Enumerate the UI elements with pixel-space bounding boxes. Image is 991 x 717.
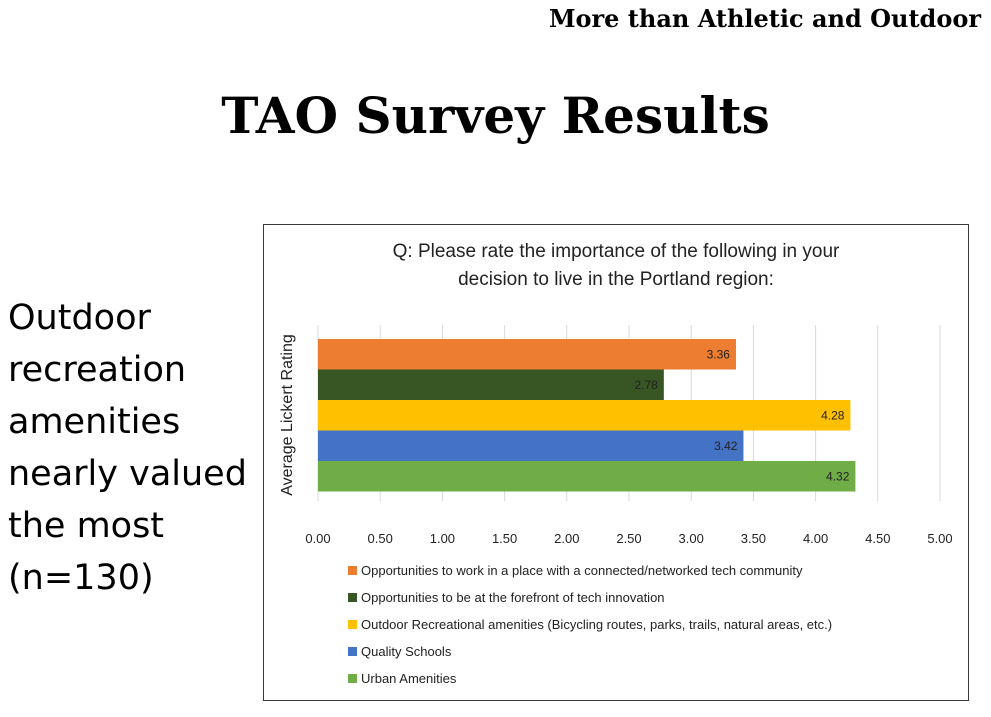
chart-title-line-1: Q: Please rate the importance of the fol…	[393, 241, 840, 262]
legend-swatch	[348, 566, 357, 575]
bar	[318, 339, 736, 370]
x-tick-label: 1.50	[492, 531, 517, 546]
x-tick-label: 5.00	[927, 531, 952, 546]
y-axis-label: Average Lickert Rating	[279, 334, 296, 496]
legend-label: Opportunities to be at the forefront of …	[361, 590, 665, 605]
data-label: 3.42	[714, 439, 738, 453]
side-text-line: Outdoor	[8, 298, 151, 338]
legend-label: Urban Amenities	[361, 671, 457, 686]
legend-label: Quality Schools	[361, 644, 452, 659]
legend-label: Outdoor Recreational amenities (Bicyclin…	[361, 617, 832, 632]
legend-swatch	[348, 674, 357, 683]
data-label: 3.36	[707, 347, 731, 361]
side-text-line: (n=130)	[8, 558, 154, 598]
x-tick-label: 0.50	[368, 531, 393, 546]
x-tick-label: 4.50	[865, 531, 890, 546]
side-text-line: recreation	[8, 350, 187, 390]
data-label: 2.78	[634, 378, 658, 392]
slide-title: TAO Survey Results	[221, 86, 770, 145]
legend-label: Opportunities to work in a place with a …	[361, 563, 803, 578]
bar-chart: Q: Please rate the importance of the fol…	[279, 241, 953, 686]
side-text-line: the most	[8, 506, 165, 546]
x-tick-label: 2.00	[554, 531, 579, 546]
bars-layer: 3.36 2.78 4.28 3.42 4.32	[318, 339, 856, 492]
x-tick-label: 0.00	[305, 531, 330, 546]
side-text: Outdoor recreation amenities nearly valu…	[8, 292, 256, 604]
side-text-line: amenities	[8, 402, 181, 442]
x-tick-label: 4.00	[803, 531, 828, 546]
x-tick-label: 1.00	[430, 531, 455, 546]
x-tick-label: 3.00	[679, 531, 704, 546]
legend-swatch	[348, 647, 357, 656]
legend-swatch	[348, 620, 357, 629]
side-text-line: nearly valued	[8, 454, 247, 494]
x-tick-label: 2.50	[616, 531, 641, 546]
bar	[318, 430, 744, 461]
bar	[318, 461, 856, 492]
slide-tagline: More than Athletic and Outdoor	[548, 4, 981, 33]
x-ticks-layer: 0.00 0.50 1.00 1.50 2.00 2.50 3.00 3.50 4.00 4.50…	[305, 531, 952, 546]
data-label: 4.32	[826, 469, 850, 483]
bar	[318, 369, 664, 400]
x-tick-label: 3.50	[741, 531, 766, 546]
data-label: 4.28	[821, 408, 845, 422]
legend-swatch	[348, 593, 357, 602]
chart-container: Q: Please rate the importance of the fol…	[263, 224, 969, 701]
legend: Opportunities to work in a place with a …	[348, 563, 832, 686]
bar	[318, 400, 851, 431]
chart-title-line-2: decision to live in the Portland region:	[458, 269, 774, 290]
